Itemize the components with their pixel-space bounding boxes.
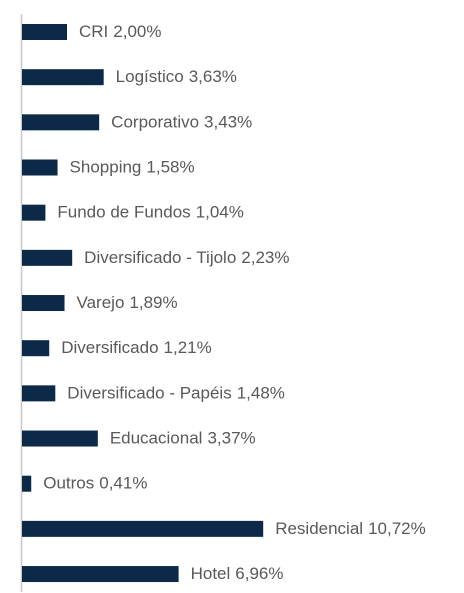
category-label: Varejo — [77, 294, 125, 313]
value-label: 1,58% — [146, 158, 194, 177]
category-label: Diversificado — [61, 339, 158, 358]
bar-label: Shopping 1,58% — [70, 158, 195, 177]
bar-label: Diversificado - Papéis 1,48% — [67, 384, 285, 403]
value-label: 10,72% — [368, 519, 426, 538]
category-label: Logístico — [116, 68, 184, 87]
category-label: Fundo de Fundos — [57, 203, 190, 222]
value-label: 1,21% — [164, 339, 212, 358]
category-label: Corporativo — [111, 113, 199, 132]
value-label: 2,23% — [241, 248, 289, 267]
bar — [22, 69, 104, 86]
bar — [22, 204, 46, 221]
category-label: Diversificado - Tijolo — [84, 248, 236, 267]
category-label: Diversificado - Papéis — [67, 384, 231, 403]
bar — [22, 114, 100, 131]
bar-label: Fundo de Fundos 1,04% — [57, 203, 243, 222]
bar — [22, 566, 179, 583]
value-label: 6,96% — [235, 565, 283, 584]
category-label: CRI — [79, 22, 108, 41]
value-label: 1,04% — [196, 203, 244, 222]
bar — [22, 430, 98, 447]
bar-label: Logístico 3,63% — [116, 68, 237, 87]
bar-label: Varejo 1,89% — [77, 294, 178, 313]
bar-label: Diversificado 1,21% — [61, 339, 212, 358]
value-label: 1,48% — [237, 384, 285, 403]
bar-label: Hotel 6,96% — [191, 565, 284, 584]
bar — [22, 249, 73, 266]
bar — [22, 520, 264, 537]
bar-label: Diversificado - Tijolo 2,23% — [84, 248, 289, 267]
bar-label: Educacional 3,37% — [110, 429, 256, 448]
value-label: 1,89% — [129, 294, 177, 313]
bar — [22, 295, 65, 312]
bar-label: Residencial 10,72% — [275, 519, 426, 538]
category-label: Residencial — [275, 519, 363, 538]
category-label: Hotel — [191, 565, 231, 584]
bar-label: CRI 2,00% — [79, 22, 161, 41]
bar — [22, 385, 56, 402]
value-label: 3,43% — [204, 113, 252, 132]
value-label: 3,37% — [207, 429, 255, 448]
category-label: Shopping — [70, 158, 142, 177]
category-label: Outros — [43, 474, 94, 493]
bar — [22, 340, 50, 357]
value-label: 3,63% — [189, 68, 237, 87]
bar — [22, 475, 32, 492]
bar-label: Corporativo 3,43% — [111, 113, 252, 132]
category-label: Educacional — [110, 429, 203, 448]
value-label: 0,41% — [99, 474, 147, 493]
bar — [22, 159, 58, 176]
bar-label: Outros 0,41% — [43, 474, 147, 493]
value-label: 2,00% — [113, 22, 161, 41]
bar — [22, 24, 67, 40]
